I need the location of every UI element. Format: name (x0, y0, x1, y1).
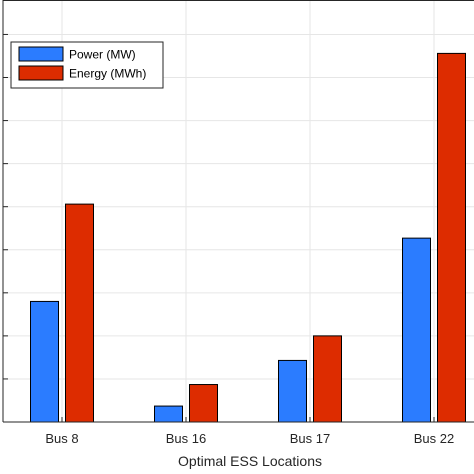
bar-energy-4 (437, 52, 466, 423)
legend: Power (MW) Energy (MWh) (10, 41, 164, 89)
x-tick-labels: Bus 8 Bus 16 Bus 17 Bus 22 (45, 431, 454, 446)
x-tick-label: Bus 17 (290, 431, 330, 446)
x-axis-label: Optimal ESS Locations (178, 453, 322, 469)
bars (30, 52, 466, 423)
bar-power-3 (278, 359, 307, 423)
axes (2, 0, 474, 423)
x-tick-label: Bus 16 (166, 431, 206, 446)
bar-energy-1 (65, 203, 94, 423)
legend-label-1: Power (MW) (69, 48, 136, 62)
legend-label-2: Energy (MWh) (69, 67, 146, 81)
legend-swatch-2 (18, 65, 64, 81)
x-tick-label: Bus 22 (414, 431, 454, 446)
bar-power-2 (154, 405, 183, 423)
legend-swatch-1 (18, 46, 64, 62)
bar-energy-2 (189, 384, 218, 423)
bar-power-1 (30, 300, 59, 423)
bar-power-4 (402, 237, 431, 423)
x-tick-label: Bus 8 (45, 431, 78, 446)
bar-energy-3 (313, 335, 342, 423)
